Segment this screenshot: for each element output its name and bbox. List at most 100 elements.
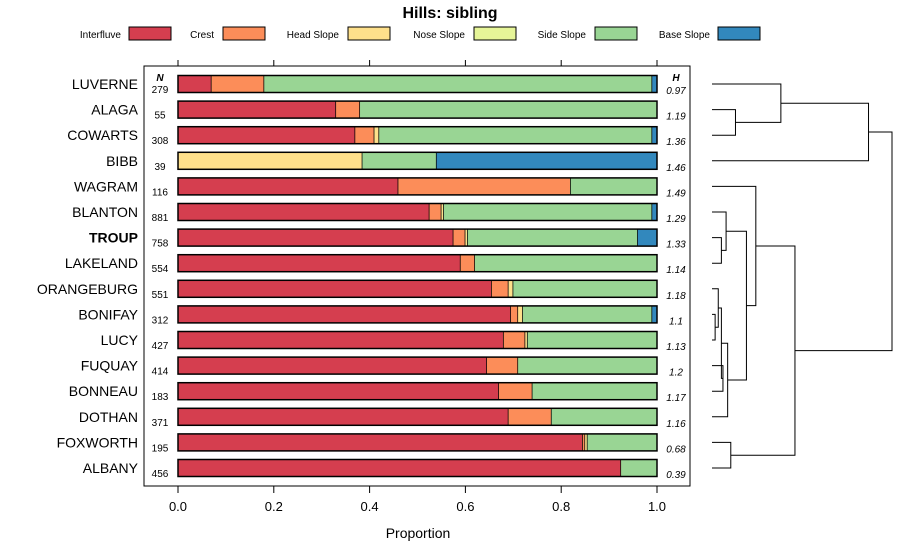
bar-segment	[374, 126, 380, 144]
bar-segment	[264, 75, 653, 93]
legend: Interfluve Crest Head Slope Nose Slope Side …	[80, 26, 761, 41]
row-n-value: 554	[152, 264, 169, 275]
row-label: COWARTS	[67, 127, 138, 143]
bar-outline	[177, 125, 658, 145]
dendrogram-branch	[712, 365, 724, 392]
dendrogram-branch	[712, 211, 727, 251]
bar-segment	[652, 203, 657, 221]
bar-outline	[177, 202, 658, 222]
bar-segment	[178, 331, 504, 349]
bar-outline	[177, 151, 658, 171]
x-tick-label: 0.0	[169, 499, 187, 514]
bar-segment	[441, 203, 444, 221]
dendrogram-branch	[712, 237, 722, 264]
top-axis-ticks	[177, 60, 658, 66]
row-n-value: 427	[152, 341, 169, 352]
bar-segment	[436, 152, 657, 170]
row-h-value: 1.49	[666, 188, 686, 199]
bar-segment	[652, 75, 657, 93]
row-h-value: 1.46	[666, 163, 686, 174]
bar-outline	[177, 177, 658, 196]
row-label: DOTHAN	[79, 409, 138, 425]
bar-segment	[474, 254, 657, 272]
row-n-value: 758	[152, 239, 169, 250]
legend-label: Interfluve	[80, 30, 122, 41]
bar-segment	[429, 203, 442, 221]
bar-segment	[503, 331, 526, 349]
bar-segment	[362, 152, 437, 170]
dendrogram-branch	[794, 131, 893, 352]
row-h-value: 1.17	[666, 393, 686, 404]
row-n-value: 414	[152, 367, 169, 378]
dendrogram-branch	[718, 307, 723, 379]
dendrogram-branch	[726, 230, 747, 381]
row-label: LAKELAND	[65, 255, 138, 271]
row-label: BIBB	[106, 153, 138, 169]
x-axis-label: Proportion	[386, 525, 451, 541]
bar-segment	[621, 459, 657, 477]
bar-segment	[652, 126, 657, 144]
bar-segment	[178, 408, 509, 426]
row-label: BONIFAY	[78, 306, 138, 322]
bar-outline	[177, 458, 658, 478]
bar-outline	[177, 330, 658, 350]
row-label: TROUP	[89, 230, 138, 246]
row-h-value: 1.36	[666, 137, 686, 148]
bar-segment	[178, 357, 487, 375]
row-n-value: 456	[152, 469, 169, 480]
row-n-value: 195	[152, 443, 169, 454]
bar-segment	[379, 126, 653, 144]
bar-segment	[178, 433, 583, 451]
bar-outline	[177, 253, 658, 273]
row-n-value: 39	[154, 162, 166, 173]
bar-segment	[360, 101, 657, 119]
bar-segment	[652, 305, 657, 323]
row-h-value: 1.16	[666, 419, 686, 430]
bar-segment	[486, 357, 519, 375]
bar-segment	[178, 229, 454, 247]
legend-swatch	[347, 26, 391, 41]
legend-swatch	[128, 26, 172, 41]
bar-segment	[178, 280, 492, 298]
bar-segment	[518, 305, 523, 323]
legend-swatch	[594, 26, 638, 41]
plot-frame	[143, 65, 691, 487]
bar-segment	[178, 126, 356, 144]
bar-segment	[527, 331, 657, 349]
row-h-value: 1.19	[666, 112, 686, 123]
bar-segment	[355, 126, 375, 144]
row-label: BONNEAU	[69, 383, 138, 399]
bar-outline	[177, 100, 658, 119]
bar-segment	[178, 459, 622, 477]
row-n-value: 183	[152, 392, 169, 403]
bar-outline	[177, 74, 658, 94]
legend-label: Nose Slope	[413, 30, 465, 41]
legend-label: Crest	[190, 30, 214, 41]
row-label: ORANGEBURG	[37, 281, 138, 297]
row-h-value: 1.18	[666, 291, 686, 302]
legend-swatch	[473, 26, 517, 41]
n-column-header: N	[156, 73, 164, 84]
bar-segment	[178, 177, 399, 195]
legend-label: Base Slope	[659, 30, 711, 41]
bar-segment	[522, 305, 653, 323]
dendrogram	[712, 83, 893, 469]
bar-segment	[443, 203, 653, 221]
bar-segment	[513, 280, 657, 298]
x-tick-label: 0.6	[456, 499, 474, 514]
bar-segment	[508, 280, 514, 298]
row-label: ALBANY	[83, 460, 139, 476]
bar-segment	[178, 203, 430, 221]
row-h-value: 1.14	[666, 265, 686, 276]
bar-segment	[178, 75, 212, 93]
bar-outline	[177, 407, 658, 427]
h-column-header: H	[672, 73, 680, 84]
row-label: WAGRAM	[74, 178, 138, 194]
row-label: FUQUAY	[81, 358, 139, 374]
row-h-value: 0.68	[666, 444, 686, 455]
x-tick-label: 0.8	[552, 499, 570, 514]
row-h-value: 0.97	[666, 86, 686, 97]
row-n-value: 279	[152, 85, 169, 96]
dendrogram-branch	[712, 83, 782, 123]
